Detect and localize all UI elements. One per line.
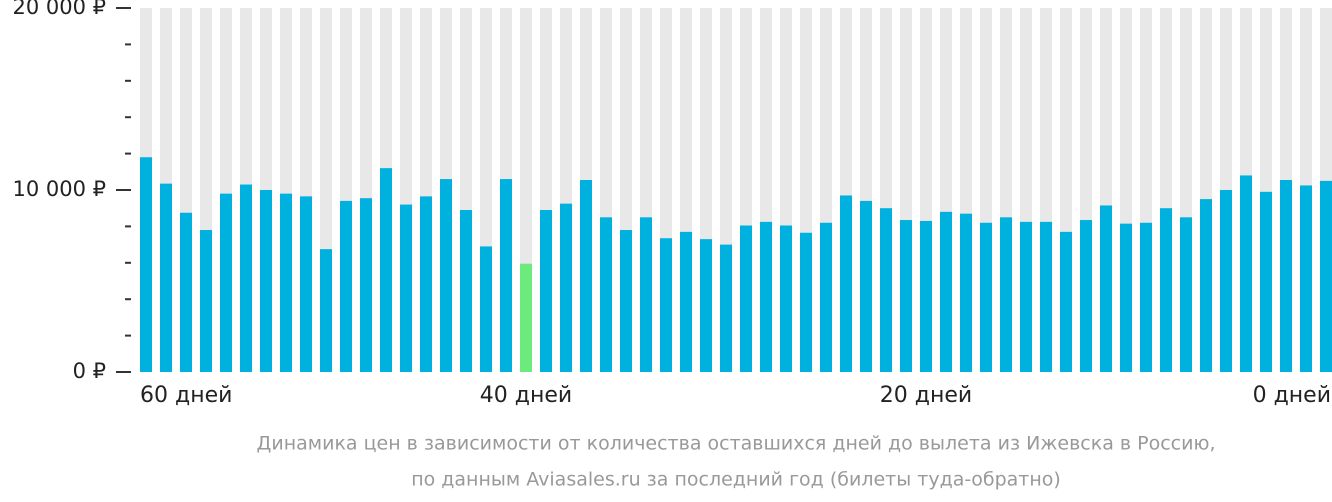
bar — [680, 231, 692, 372]
bar — [500, 179, 512, 372]
bar — [420, 196, 432, 372]
bar — [540, 210, 552, 372]
bar — [180, 212, 192, 372]
x-tick-label: 40 дней — [480, 383, 572, 408]
bar — [860, 200, 872, 372]
bar — [1000, 217, 1012, 372]
bar — [1020, 221, 1032, 372]
x-tick-label: 60 дней — [140, 383, 232, 408]
bar — [440, 179, 452, 372]
bar — [600, 217, 612, 372]
bar — [880, 208, 892, 372]
y-tick-label: 20 000 ₽ — [12, 0, 106, 19]
bar — [360, 198, 372, 372]
bar — [1220, 190, 1232, 372]
bar — [740, 225, 752, 372]
bar — [1100, 205, 1112, 372]
bar — [720, 244, 732, 372]
x-tick-label: 0 дней — [1253, 383, 1331, 408]
bar — [1180, 217, 1192, 372]
bar — [940, 211, 952, 372]
bar — [1280, 179, 1292, 372]
bar — [340, 200, 352, 372]
bar — [1060, 231, 1072, 372]
bar — [220, 193, 232, 372]
bar — [840, 195, 852, 372]
bar — [980, 222, 992, 372]
bar — [1200, 199, 1212, 372]
bar — [920, 220, 932, 372]
bar — [260, 190, 272, 372]
bar — [780, 225, 792, 372]
bar — [520, 263, 532, 372]
bar — [300, 196, 312, 372]
bar — [320, 249, 332, 372]
bar — [900, 220, 912, 372]
bar — [580, 179, 592, 372]
y-tick-label: 10 000 ₽ — [12, 177, 106, 201]
bar — [400, 204, 412, 372]
x-tick-label: 20 дней — [880, 383, 972, 408]
y-tick-label: 0 ₽ — [73, 359, 106, 383]
bar — [1240, 175, 1252, 372]
bar — [620, 230, 632, 372]
bar — [760, 221, 772, 372]
bar — [240, 184, 252, 372]
bar — [1120, 223, 1132, 372]
bar — [1140, 222, 1152, 372]
bar — [160, 183, 172, 372]
bar — [800, 232, 812, 372]
bar — [960, 213, 972, 372]
bar — [460, 210, 472, 372]
bar — [560, 203, 572, 372]
bar — [280, 193, 292, 372]
bar — [660, 238, 672, 372]
bar — [1160, 208, 1172, 372]
bar — [380, 168, 392, 372]
bar — [1260, 191, 1272, 372]
bar — [140, 157, 152, 372]
bar — [700, 239, 712, 372]
caption: Динамика цен в зависимости от количества… — [257, 433, 1216, 455]
bar — [640, 217, 652, 372]
caption: по данным Aviasales.ru за последний год … — [411, 469, 1061, 491]
bar — [480, 246, 492, 372]
bar — [200, 230, 212, 372]
bar — [1300, 185, 1312, 372]
bar — [820, 222, 832, 372]
bar — [1320, 180, 1332, 372]
bar — [1080, 220, 1092, 372]
bar — [1040, 221, 1052, 372]
